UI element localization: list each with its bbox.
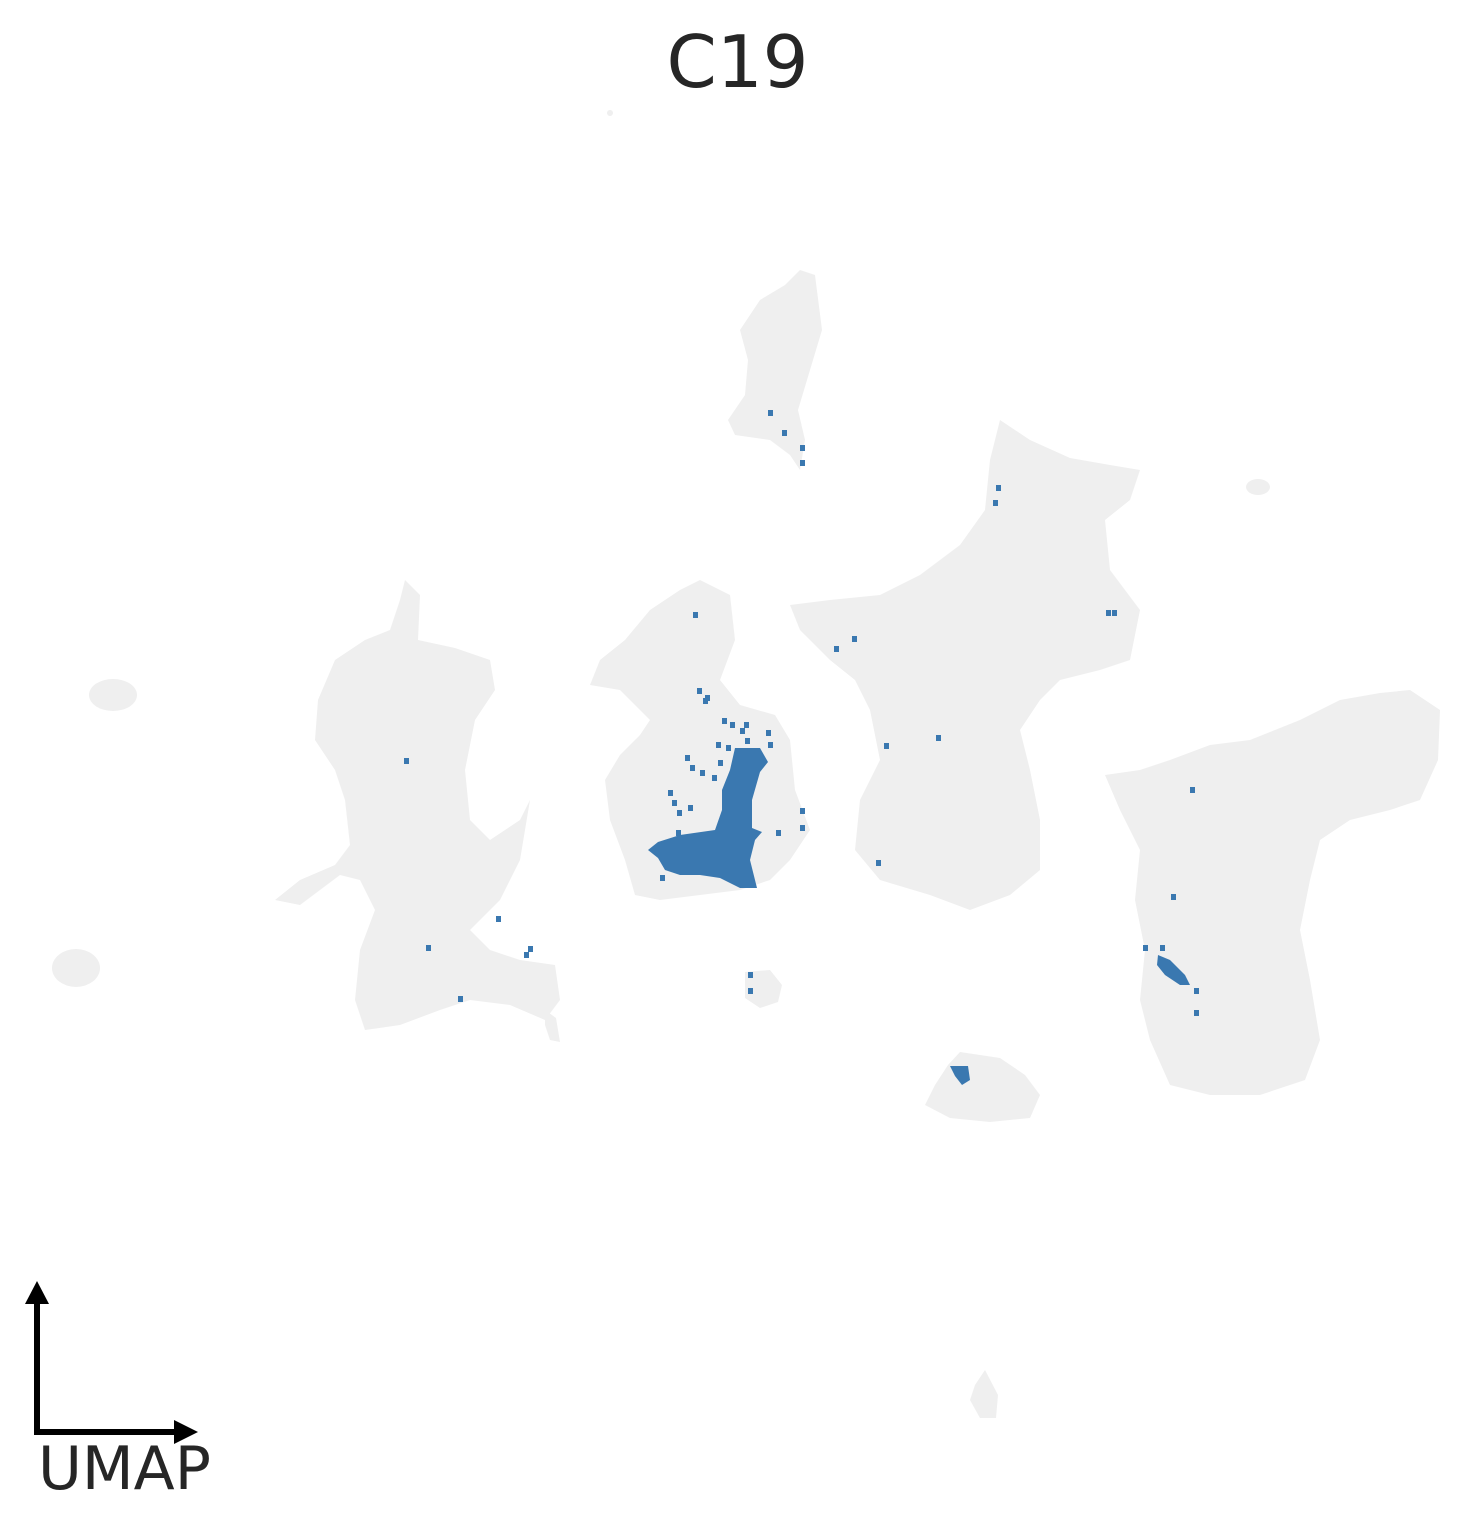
highlighted-cell-point bbox=[993, 500, 998, 506]
highlighted-cluster bbox=[950, 1066, 970, 1085]
highlighted-cell-point bbox=[690, 765, 695, 771]
highlighted-cell-point bbox=[676, 830, 681, 836]
highlighted-cell-point bbox=[1106, 610, 1111, 616]
highlighted-cell-point bbox=[834, 646, 839, 652]
highlighted-cell-point bbox=[688, 805, 693, 811]
background-cluster bbox=[275, 580, 560, 1030]
highlighted-cell-point bbox=[1143, 945, 1148, 951]
background-cluster bbox=[745, 970, 782, 1008]
highlighted-cell-point bbox=[660, 875, 665, 881]
highlighted-cell-point bbox=[1190, 787, 1195, 793]
umap-up-arrowhead-icon bbox=[25, 1281, 49, 1304]
background-cluster bbox=[607, 110, 613, 116]
highlighted-cell-point bbox=[1194, 1010, 1199, 1016]
highlighted-cell-point bbox=[1112, 610, 1117, 616]
umap-right-arrowhead-icon bbox=[174, 1420, 198, 1444]
highlighted-cell-point bbox=[726, 745, 731, 751]
highlighted-cell-point bbox=[426, 945, 431, 951]
umap-axis-arrows bbox=[25, 1281, 198, 1444]
highlighted-cells-layer bbox=[404, 410, 1199, 1085]
background-cluster bbox=[728, 270, 822, 470]
background-cluster bbox=[925, 1052, 1040, 1122]
highlighted-cell-point bbox=[740, 728, 745, 734]
highlighted-cell-point bbox=[1171, 894, 1176, 900]
highlighted-cell-point bbox=[677, 810, 682, 816]
highlighted-cell-point bbox=[745, 738, 750, 744]
highlighted-cell-point bbox=[884, 743, 889, 749]
highlighted-cell-point bbox=[776, 830, 781, 836]
highlighted-cell-point bbox=[722, 718, 727, 724]
background-cluster bbox=[1105, 690, 1440, 1095]
highlighted-cluster bbox=[1157, 955, 1190, 985]
highlighted-cell-point bbox=[496, 916, 501, 922]
highlighted-cell-point bbox=[744, 722, 749, 728]
highlighted-cell-point bbox=[748, 988, 753, 994]
chart-title: C19 bbox=[666, 20, 809, 104]
background-cluster bbox=[790, 420, 1140, 910]
highlighted-cell-point bbox=[852, 636, 857, 642]
highlighted-cell-point bbox=[1160, 945, 1165, 951]
highlighted-cell-point bbox=[705, 695, 710, 701]
highlighted-cell-point bbox=[528, 946, 533, 952]
highlighted-cell-point bbox=[697, 688, 702, 694]
background-cluster bbox=[1246, 479, 1270, 495]
highlighted-cell-point bbox=[718, 760, 723, 766]
background-cluster bbox=[590, 580, 810, 900]
highlighted-cell-point bbox=[716, 742, 721, 748]
highlighted-cell-point bbox=[876, 860, 881, 866]
highlighted-cell-point bbox=[693, 612, 698, 618]
highlighted-cell-point bbox=[800, 825, 805, 831]
background-cluster bbox=[89, 679, 137, 711]
highlighted-cell-point bbox=[782, 430, 787, 436]
highlighted-cell-point bbox=[458, 996, 463, 1002]
highlighted-cell-point bbox=[663, 860, 668, 866]
highlighted-cell-point bbox=[524, 952, 529, 958]
highlighted-cell-point bbox=[685, 755, 690, 761]
background-cluster bbox=[970, 1370, 998, 1418]
background-cluster bbox=[52, 949, 100, 987]
highlighted-cell-point bbox=[936, 735, 941, 741]
highlighted-cell-point bbox=[712, 775, 717, 781]
highlighted-cell-point bbox=[672, 800, 677, 806]
highlighted-cell-point bbox=[668, 790, 673, 796]
highlighted-cluster bbox=[648, 748, 768, 888]
highlighted-cell-point bbox=[748, 972, 753, 978]
highlighted-cell-point bbox=[700, 770, 705, 776]
highlighted-cell-point bbox=[800, 460, 805, 466]
highlighted-cell-point bbox=[996, 485, 1001, 491]
background-cells-layer bbox=[52, 110, 1440, 1418]
highlighted-cell-point bbox=[768, 410, 773, 416]
highlighted-cell-point bbox=[800, 445, 805, 451]
background-cluster bbox=[545, 1010, 560, 1042]
highlighted-cell-point bbox=[766, 730, 771, 736]
umap-axis-label: UMAP bbox=[38, 1434, 211, 1504]
highlighted-cell-point bbox=[800, 808, 805, 814]
highlighted-cell-point bbox=[1194, 988, 1199, 994]
highlighted-cell-point bbox=[768, 742, 773, 748]
highlighted-cell-point bbox=[730, 722, 735, 728]
highlighted-cell-point bbox=[404, 758, 409, 764]
